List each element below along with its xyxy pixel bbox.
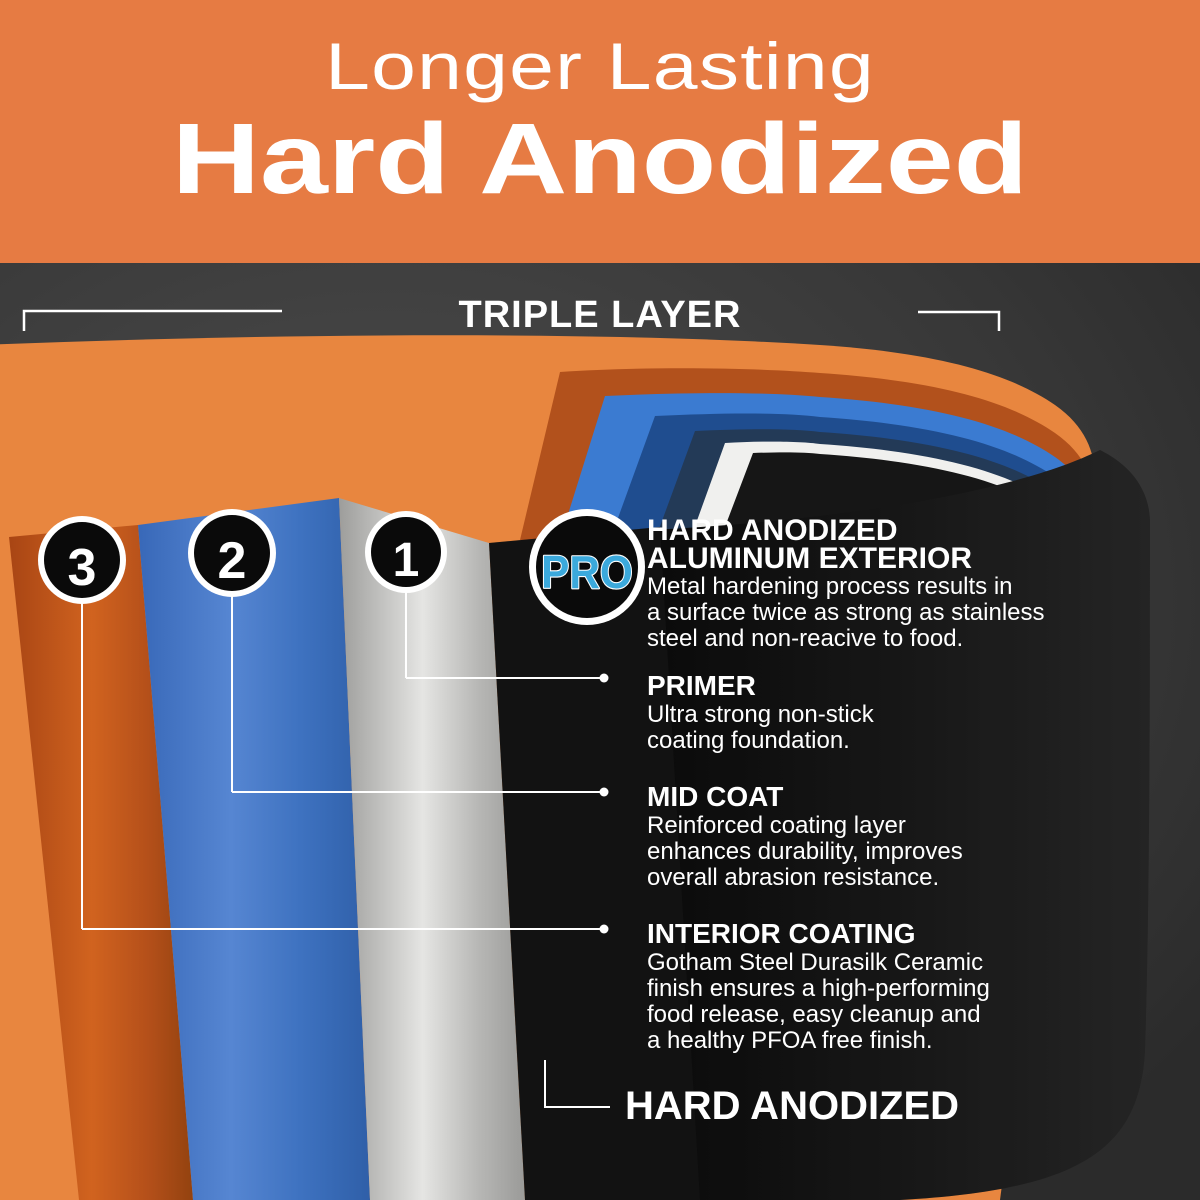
- svg-text:1: 1: [393, 534, 420, 587]
- svg-text:TRIPLE LAYER: TRIPLE LAYER: [459, 294, 742, 336]
- svg-text:Reinforced coating layer: Reinforced coating layer: [647, 812, 906, 839]
- svg-text:steel and non-reacive to food.: steel and non-reacive to food.: [647, 625, 963, 652]
- svg-text:enhances durability, improves: enhances durability, improves: [647, 838, 963, 865]
- svg-text:Ultra strong non-stick: Ultra strong non-stick: [647, 701, 875, 728]
- svg-text:MID COAT: MID COAT: [647, 781, 783, 812]
- svg-text:INTERIOR COATING: INTERIOR COATING: [647, 918, 916, 949]
- svg-text:3: 3: [68, 539, 97, 597]
- svg-text:overall abrasion resistance.: overall abrasion resistance.: [647, 864, 939, 891]
- svg-text:food release, easy cleanup and: food release, easy cleanup and: [647, 1001, 981, 1028]
- svg-text:coating foundation.: coating foundation.: [647, 727, 850, 754]
- svg-text:PRO: PRO: [541, 547, 633, 598]
- svg-text:PRIMER: PRIMER: [647, 670, 756, 701]
- svg-text:Metal hardening process result: Metal hardening process results in: [647, 573, 1013, 600]
- svg-text:a surface twice as strong as s: a surface twice as strong as stainless: [647, 599, 1045, 626]
- svg-text:ALUMINUM EXTERIOR: ALUMINUM EXTERIOR: [647, 542, 972, 575]
- svg-text:Gotham Steel Durasilk Ceramic: Gotham Steel Durasilk Ceramic: [647, 949, 983, 976]
- svg-text:HARD ANODIZED: HARD ANODIZED: [625, 1084, 959, 1128]
- svg-text:2: 2: [218, 532, 247, 590]
- svg-text:a healthy PFOA free finish.: a healthy PFOA free finish.: [647, 1027, 932, 1054]
- svg-text:finish ensures a high-performi: finish ensures a high-performing: [647, 975, 990, 1002]
